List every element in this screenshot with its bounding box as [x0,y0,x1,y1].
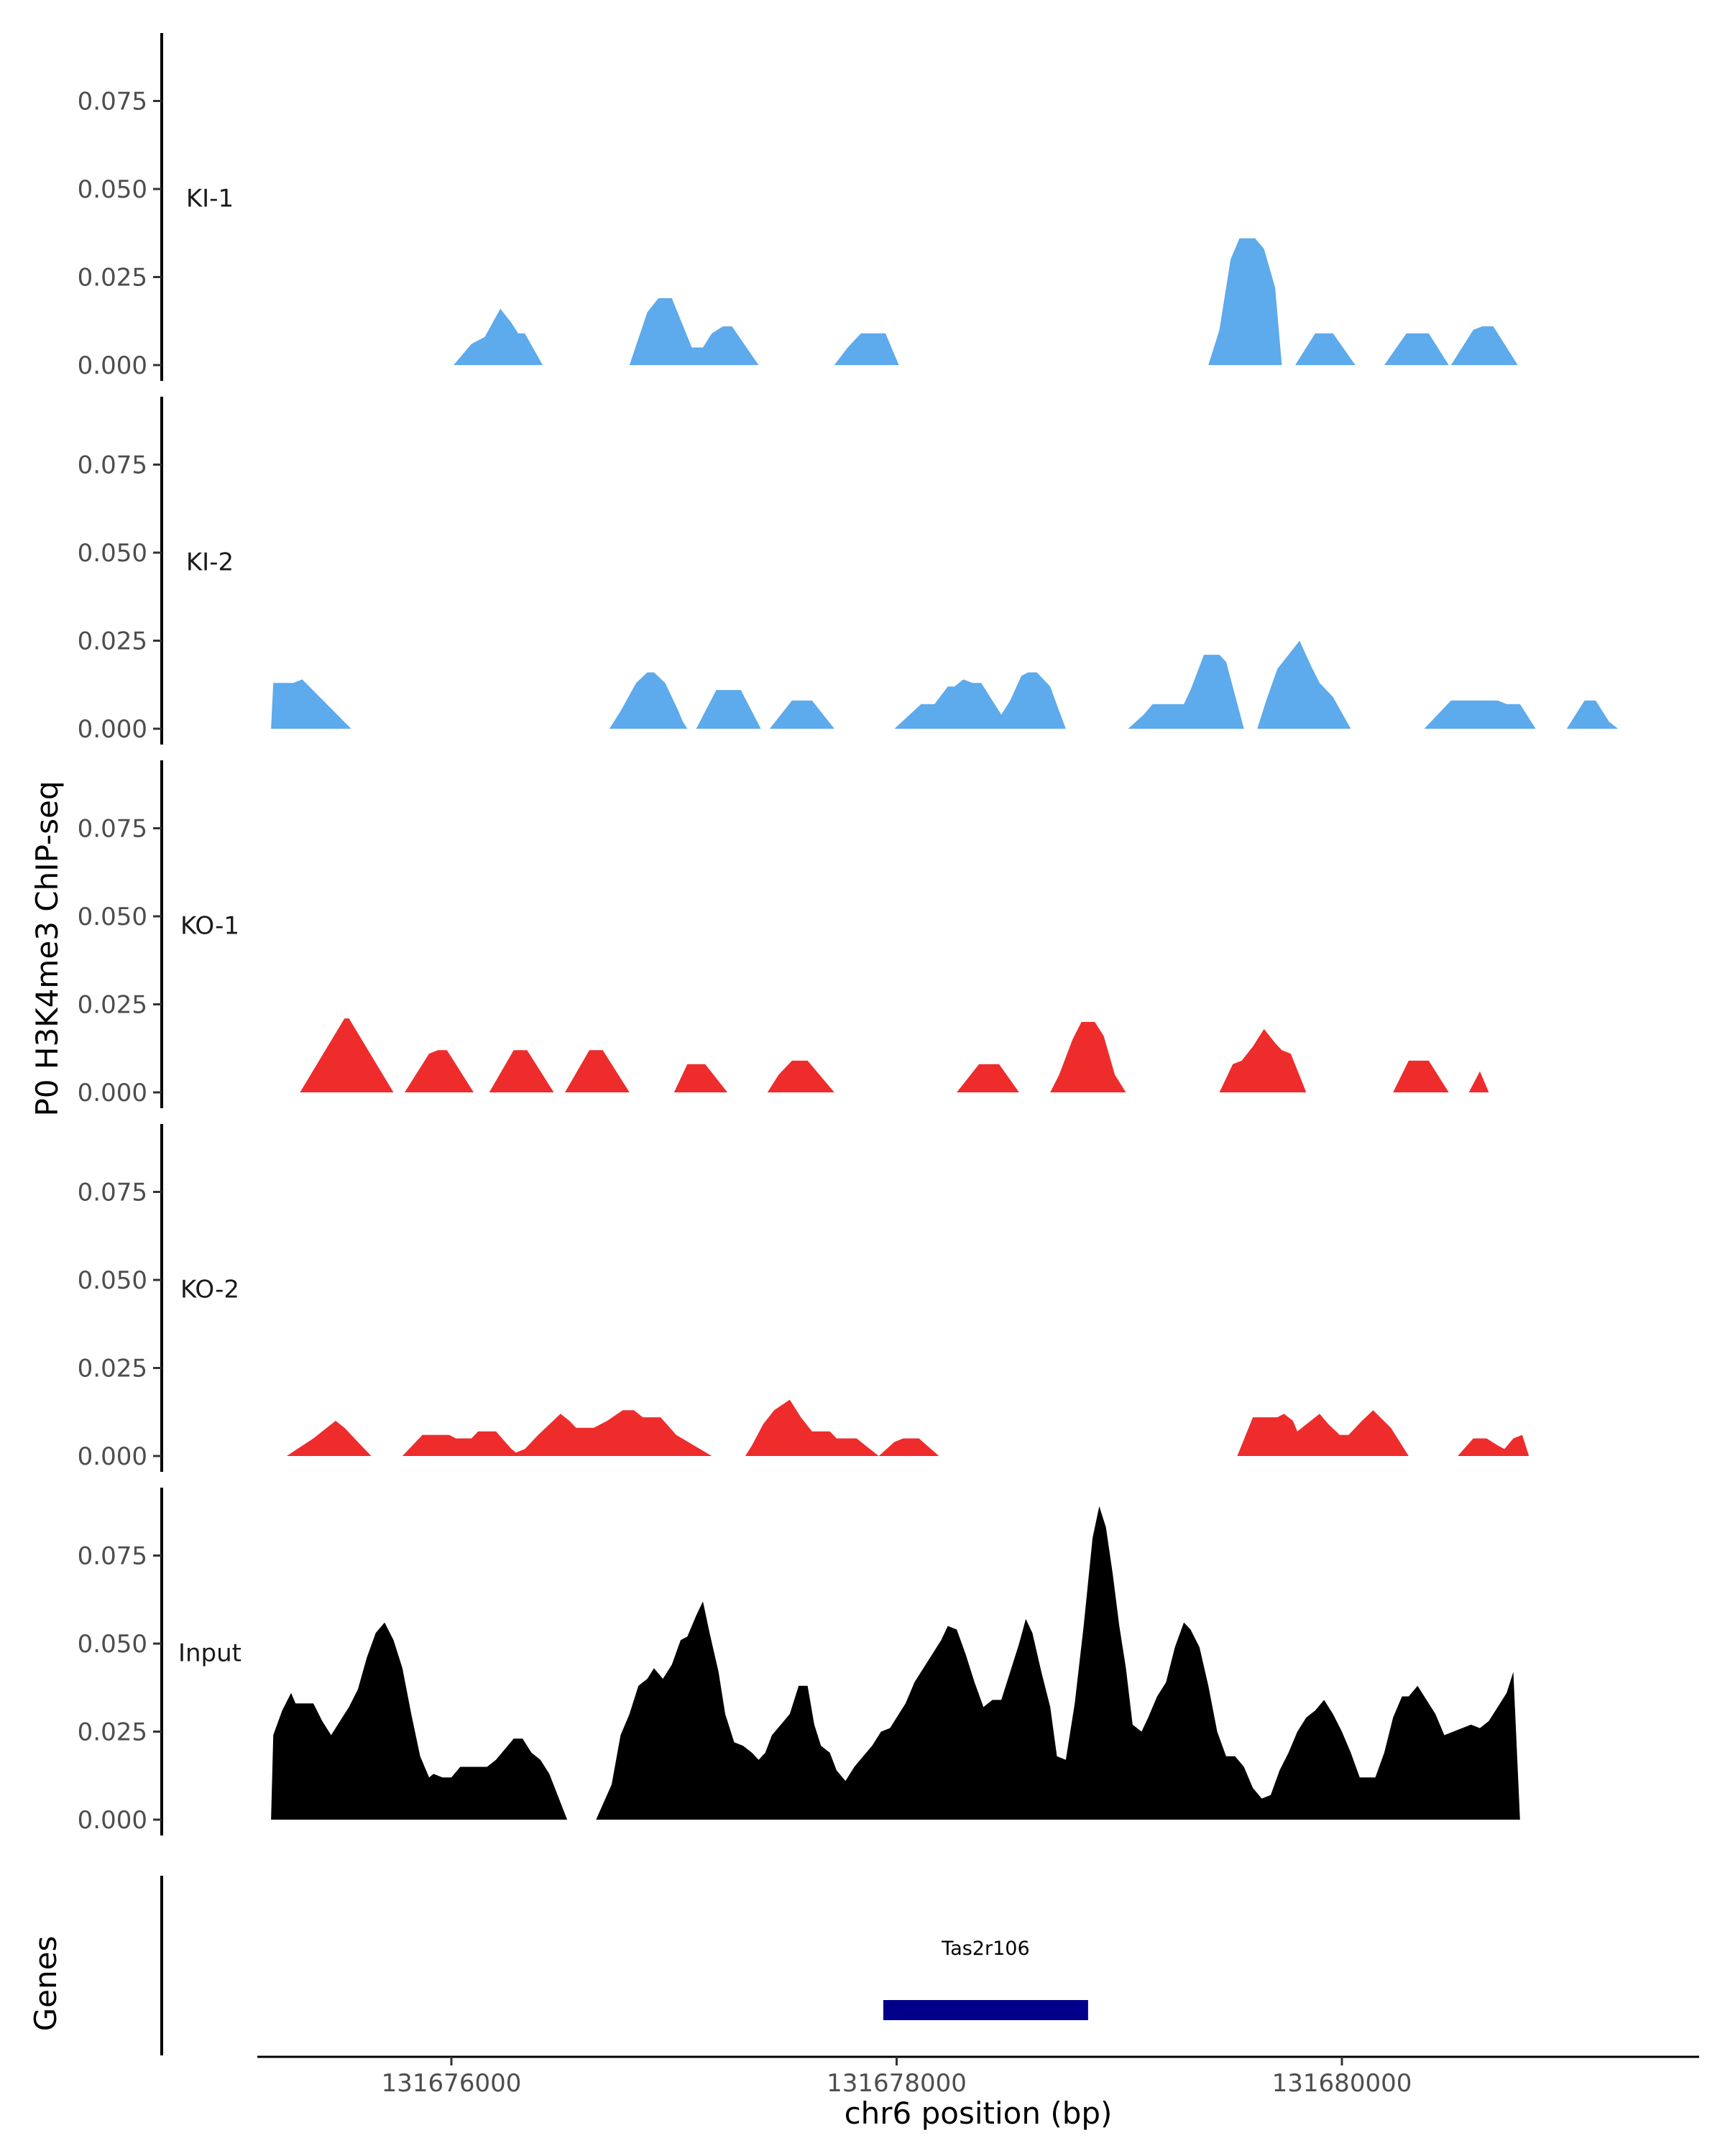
y-tick-label-ko-1: 0.025 [78,991,147,1020]
y-tick-label-ki-2: 0.050 [78,539,147,568]
y-tick-label-ki-1: 0.000 [78,351,147,380]
x-axis: chr6 position (bp) 131676000 131678000 131… [257,2055,1699,2131]
coverage-area-ko-2 [286,1399,1530,1456]
track-panels: 0.0000.0250.0500.075KI-10.0000.0250.0500… [78,33,1619,1835]
track-label-input: Input [178,1639,242,1667]
track-label-ko-1: KO-1 [180,911,239,940]
track-ko-1: 0.000 0.025 0.050 0.075 KO-1 [78,760,1489,1108]
y-tick-label-ko-1: 0.000 [78,1079,147,1107]
coverage-area-ki-1 [454,238,1518,365]
gene-bar-tas2r106 [883,2000,1088,2020]
coverage-area-ko-1 [300,1018,1489,1092]
y-tick-label-ki-1: 0.075 [78,88,147,116]
gene-panel: Genes Tas2r106 [28,1876,1088,2055]
track-label-ki-2: KI-2 [186,548,234,576]
y-tick-label-ko-2: 0.050 [78,1266,147,1295]
y-axis-title: P0 H3K4me3 ChIP-seq [29,780,65,1116]
coverage-area-ki-2 [271,640,1619,729]
y-tick-label-ko-2: 0.075 [78,1179,147,1207]
y-tick-label-ki-1: 0.025 [78,264,147,292]
y-tick-label-ko-1: 0.050 [78,903,147,931]
y-tick-label-ki-2: 0.075 [78,451,147,480]
y-tick-label-input: 0.075 [78,1542,147,1571]
track-ko-2: 0.000 0.025 0.050 0.075 KO-2 [78,1124,1530,1472]
y-tick-label-ki-1: 0.050 [78,175,147,204]
track-ki-1: 0.000 0.025 0.050 0.075 KI-1 [78,33,1518,381]
coverage-area-input [271,1506,1520,1820]
y-tick-label-ko-1: 0.075 [78,815,147,844]
track-label-ko-2: KO-2 [180,1275,239,1304]
x-tick-label: 131676000 [382,2069,522,2098]
y-tick-label-input: 0.000 [78,1806,147,1835]
y-tick-label-ko-2: 0.025 [78,1355,147,1383]
gene-name-label: Tas2r106 [941,1938,1029,1960]
x-axis-title: chr6 position (bp) [845,2096,1113,2131]
x-tick-label: 131678000 [827,2069,967,2098]
track-ki-2: 0.000 0.025 0.050 0.075 KI-2 [78,397,1619,745]
track-input: 0.000 0.025 0.050 0.075 Input [78,1488,1520,1835]
y-tick-label-ki-2: 0.000 [78,715,147,744]
track-label-ki-1: KI-1 [186,184,234,213]
gene-track-label: Genes [28,1936,63,2032]
x-tick-label: 131680000 [1272,2069,1412,2098]
y-tick-label-input: 0.025 [78,1718,147,1747]
y-tick-label-input: 0.050 [78,1630,147,1659]
y-tick-label-ko-2: 0.000 [78,1442,147,1471]
y-tick-label-ki-2: 0.025 [78,627,147,656]
